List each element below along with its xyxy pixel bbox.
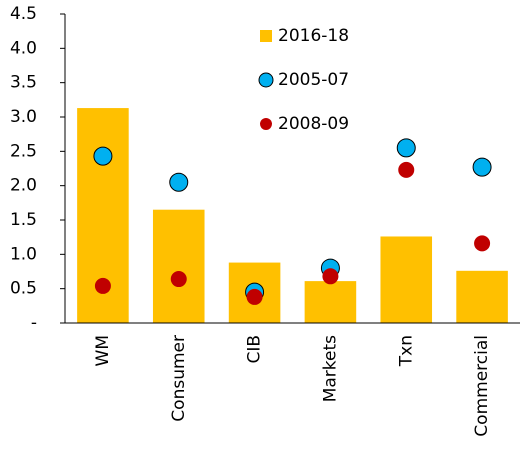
- x-tick-label: WM: [93, 335, 113, 366]
- bar: [152, 209, 205, 323]
- y-tick-label: -: [31, 313, 37, 333]
- y-tick-label: 4.5: [10, 4, 37, 24]
- y-tick-label: 2.5: [10, 141, 37, 161]
- x-tick-label: CIB: [245, 335, 265, 364]
- legend-swatch: [260, 118, 272, 130]
- x-tick-label: Markets: [320, 335, 340, 402]
- x-tick-label: Consumer: [169, 335, 189, 422]
- legend-label: 2016-18: [278, 26, 349, 46]
- legend-label: 2005-07: [278, 70, 349, 90]
- y-tick-label: 0.5: [10, 279, 37, 299]
- legend-label: 2008-09: [278, 114, 349, 134]
- dot: [472, 157, 492, 177]
- bar: [304, 281, 357, 323]
- dot: [93, 146, 113, 166]
- legend-swatch: [260, 30, 272, 42]
- y-tick-label: 1.5: [10, 210, 37, 230]
- dot: [398, 161, 415, 178]
- bar: [380, 236, 433, 323]
- dot: [169, 172, 189, 192]
- dot: [246, 288, 263, 305]
- y-tick-label: 3.0: [10, 107, 37, 127]
- dot: [170, 271, 187, 288]
- y-tick-label: 2.0: [10, 176, 37, 196]
- legend-swatch: [258, 72, 274, 88]
- y-tick-label: 1.0: [10, 244, 37, 264]
- y-tick-label: 4.0: [10, 38, 37, 58]
- dot: [396, 138, 416, 158]
- dot: [474, 235, 491, 252]
- dot: [322, 268, 339, 285]
- dot: [94, 277, 111, 294]
- x-tick-label: Commercial: [472, 335, 492, 437]
- bar: [456, 270, 508, 323]
- x-tick-label: Txn: [396, 335, 416, 367]
- y-tick-label: 3.5: [10, 73, 37, 93]
